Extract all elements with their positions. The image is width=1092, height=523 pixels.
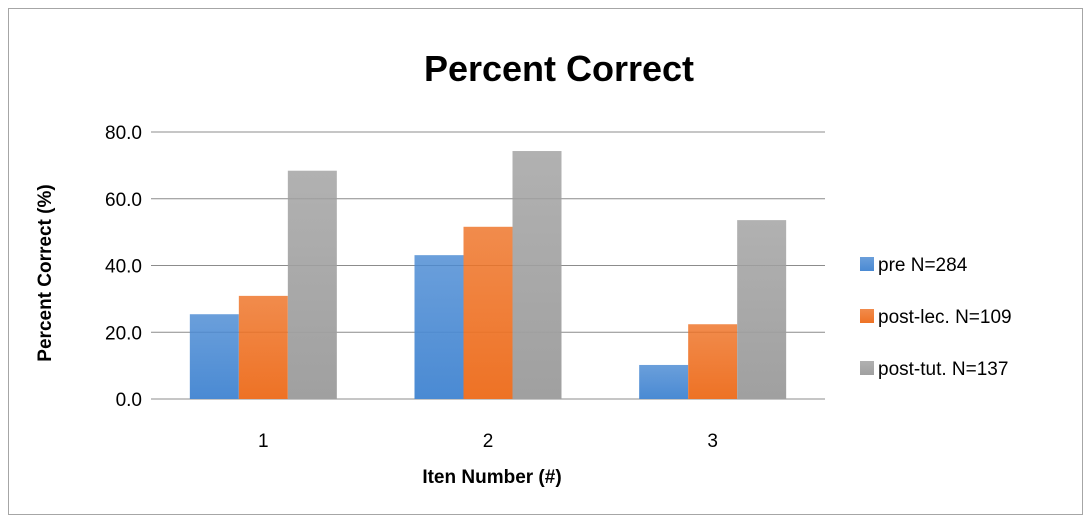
y-tick-label: 40.0 bbox=[105, 257, 142, 278]
y-tick-label: 60.0 bbox=[105, 190, 142, 211]
y-tick-label: 20.0 bbox=[105, 323, 142, 344]
x-tick-label: 1 bbox=[258, 431, 269, 452]
x-axis-ticks: 1 2 3 bbox=[258, 431, 718, 452]
bars bbox=[189, 151, 787, 399]
y-tick-label: 0.0 bbox=[116, 390, 142, 411]
bar-pre-item-3 bbox=[639, 364, 689, 399]
legend-swatch bbox=[860, 309, 874, 323]
bar-pre-item-1 bbox=[189, 314, 239, 399]
bar-post-tut-item-3 bbox=[737, 220, 787, 399]
legend-swatch bbox=[860, 361, 874, 375]
x-tick-label: 2 bbox=[483, 431, 494, 452]
legend: pre N=284 post-lec. N=109 post-tut. N=137 bbox=[860, 255, 1012, 380]
bar-post-lec-item-1 bbox=[238, 295, 288, 399]
legend-swatch bbox=[860, 257, 874, 271]
y-axis-title: Percent Correct (%) bbox=[35, 184, 56, 361]
legend-label: pre N=284 bbox=[878, 255, 968, 276]
bar-pre-item-2 bbox=[414, 255, 464, 399]
legend-label: post-tut. N=137 bbox=[878, 359, 1008, 380]
y-tick-label: 80.0 bbox=[105, 123, 142, 144]
bar-post-lec-item-2 bbox=[463, 226, 513, 399]
bar-post-lec-item-3 bbox=[688, 324, 738, 399]
x-axis-title: Iten Number (#) bbox=[422, 467, 561, 488]
legend-label: post-lec. N=109 bbox=[878, 307, 1012, 328]
y-axis-ticks: 0.0 20.0 40.0 60.0 80.0 bbox=[105, 123, 142, 411]
bar-post-tut-item-2 bbox=[512, 151, 562, 399]
x-tick-label: 3 bbox=[707, 431, 718, 452]
chart-title: Percent Correct bbox=[424, 48, 694, 89]
bar-post-tut-item-1 bbox=[287, 170, 337, 399]
